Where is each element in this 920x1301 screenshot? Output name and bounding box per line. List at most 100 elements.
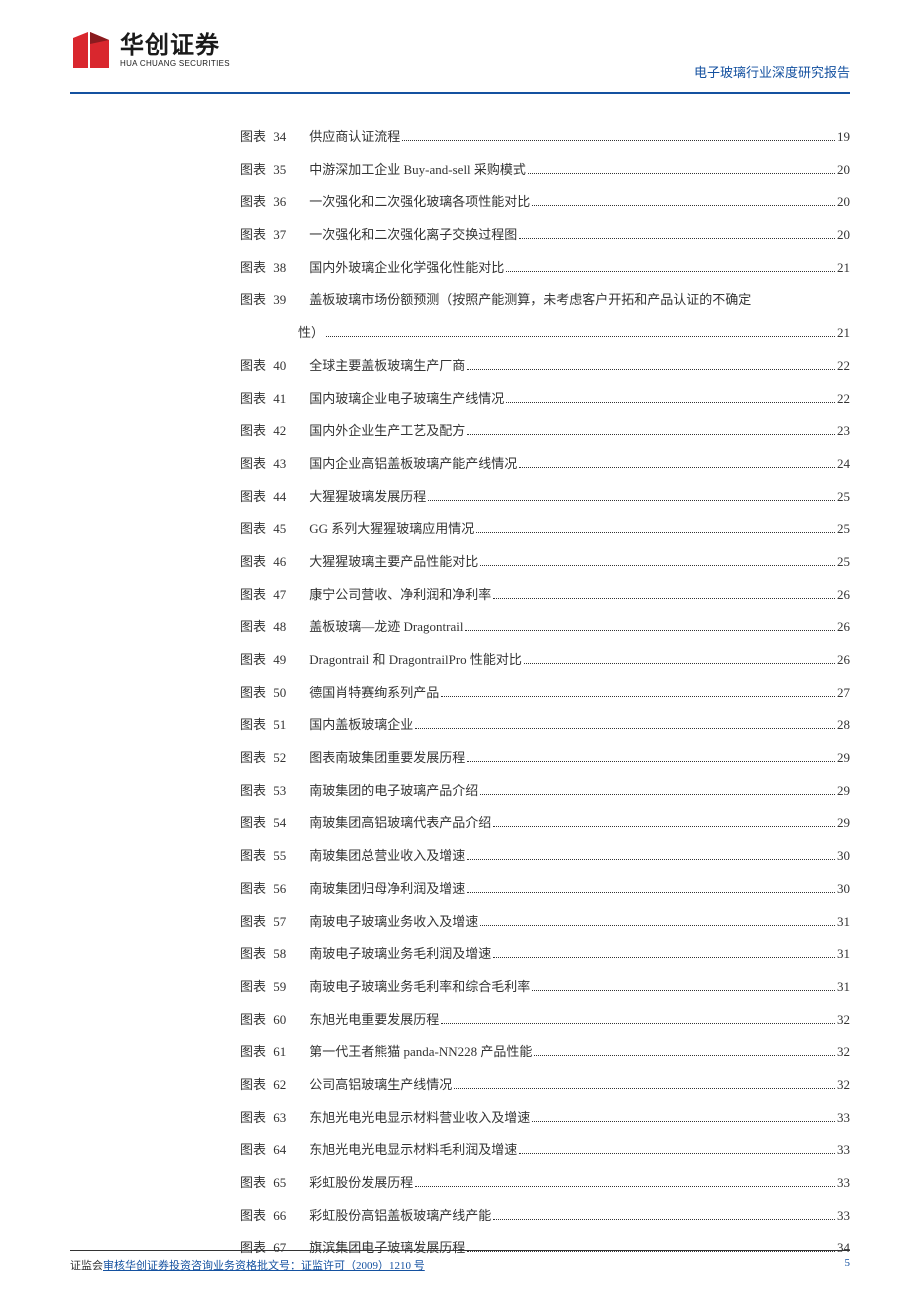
toc-leader-dots (519, 1153, 835, 1154)
toc-number: 52 (273, 749, 297, 767)
toc-page-number: 20 (837, 193, 850, 211)
toc-page-number: 25 (837, 488, 850, 506)
toc-number: 43 (273, 455, 297, 473)
toc-leader-dots (480, 925, 835, 926)
toc-leader-dots (524, 663, 835, 664)
toc-entry-title: 第一代王者熊猫 panda-NN228 产品性能 (309, 1043, 532, 1061)
toc-number: 41 (273, 390, 297, 408)
table-of-figures: 图表 34供应商认证流程19图表 35中游深加工企业 Buy-and-sell … (70, 128, 850, 1272)
toc-entry-title: 彩虹股份高铝盖板玻璃产线产能 (309, 1207, 491, 1225)
toc-leader-dots (428, 500, 835, 501)
toc-row: 图表 63东旭光电光电显示材料营业收入及增速33 (70, 1109, 850, 1127)
toc-page-number: 31 (837, 978, 850, 996)
toc-number: 34 (273, 128, 297, 146)
toc-entry-title: 南玻电子玻璃业务毛利率和综合毛利率 (309, 978, 530, 996)
toc-label: 图表 36 (70, 193, 297, 211)
toc-page-number: 31 (837, 913, 850, 931)
toc-entry-title: 全球主要盖板玻璃生产厂商 (309, 357, 465, 375)
toc-leader-dots (441, 1023, 835, 1024)
toc-page-number: 28 (837, 716, 850, 734)
toc-leader-dots (326, 336, 835, 337)
toc-number: 60 (273, 1011, 297, 1029)
toc-row: 图表 36一次强化和二次强化玻璃各项性能对比20 (70, 193, 850, 211)
toc-number: 66 (273, 1207, 297, 1225)
toc-leader-dots (528, 173, 835, 174)
toc-row-continuation: 性）21 (70, 324, 850, 342)
toc-entry-title: 国内企业高铝盖板玻璃产能产线情况 (309, 455, 517, 473)
toc-row: 图表 41国内玻璃企业电子玻璃生产线情况22 (70, 390, 850, 408)
toc-number: 56 (273, 880, 297, 898)
toc-row: 图表 37一次强化和二次强化离子交换过程图20 (70, 226, 850, 244)
toc-entry-title: 南玻集团归母净利润及增速 (309, 880, 465, 898)
toc-page-number: 31 (837, 945, 850, 963)
logo-text: 华创证券 HUA CHUANG SECURITIES (120, 34, 230, 68)
toc-leader-dots (415, 728, 835, 729)
toc-page-number: 32 (837, 1043, 850, 1061)
toc-entry-title: 国内盖板玻璃企业 (309, 716, 413, 734)
toc-page-number: 30 (837, 847, 850, 865)
toc-leader-dots (454, 1088, 835, 1089)
toc-entry-title: 德国肖特赛绚系列产品 (309, 684, 439, 702)
toc-number: 48 (273, 618, 297, 636)
toc-row: 图表 43国内企业高铝盖板玻璃产能产线情况24 (70, 455, 850, 473)
toc-entry-title: 南玻集团高铝玻璃代表产品介绍 (309, 814, 491, 832)
toc-row: 图表 44大猩猩玻璃发展历程25 (70, 488, 850, 506)
toc-leader-dots (402, 140, 835, 141)
toc-entry-title: 盖板玻璃市场份额预测（按照产能测算，未考虑客户开拓和产品认证的不确定 (309, 291, 751, 309)
footer-license-link[interactable]: 审核华创证券投资咨询业务资格批文号：证监许可（2009）1210 号 (103, 1260, 425, 1272)
toc-page-number: 24 (837, 455, 850, 473)
toc-row: 图表 59南玻电子玻璃业务毛利率和综合毛利率31 (70, 978, 850, 996)
toc-page-number: 20 (837, 161, 850, 179)
toc-leader-dots (467, 859, 835, 860)
toc-page-number: 27 (837, 684, 850, 702)
toc-number: 54 (273, 814, 297, 832)
toc-number: 59 (273, 978, 297, 996)
toc-label: 图表 45 (70, 520, 297, 538)
toc-number: 46 (273, 553, 297, 571)
toc-entry-title: 国内外玻璃企业化学强化性能对比 (309, 259, 504, 277)
toc-label: 图表 44 (70, 488, 297, 506)
toc-page-number: 29 (837, 749, 850, 767)
toc-label: 图表 65 (70, 1174, 297, 1192)
toc-label: 图表 53 (70, 782, 297, 800)
toc-leader-dots (467, 761, 835, 762)
toc-number: 65 (273, 1174, 297, 1192)
toc-page-number: 32 (837, 1076, 850, 1094)
footer-license-text: 证监会审核华创证券投资咨询业务资格批文号：证监许可（2009）1210 号 (70, 1257, 425, 1273)
toc-row: 图表 48盖板玻璃—龙迹 Dragontrail26 (70, 618, 850, 636)
toc-row: 图表 55南玻集团总营业收入及增速30 (70, 847, 850, 865)
toc-label: 图表 56 (70, 880, 297, 898)
toc-leader-dots (493, 598, 835, 599)
toc-number: 57 (273, 913, 297, 931)
toc-row: 图表 34供应商认证流程19 (70, 128, 850, 146)
toc-number: 63 (273, 1109, 297, 1127)
toc-number: 61 (273, 1043, 297, 1061)
toc-number: 50 (273, 684, 297, 702)
toc-entry-title: 南玻集团的电子玻璃产品介绍 (309, 782, 478, 800)
toc-page-number: 26 (837, 586, 850, 604)
toc-page-number: 21 (837, 259, 850, 277)
toc-page-number: 19 (837, 128, 850, 146)
toc-row: 图表 42国内外企业生产工艺及配方23 (70, 422, 850, 440)
toc-number: 49 (273, 651, 297, 669)
toc-page-number: 30 (837, 880, 850, 898)
toc-leader-dots (519, 467, 835, 468)
toc-leader-dots (532, 205, 835, 206)
logo-en-text: HUA CHUANG SECURITIES (120, 60, 230, 68)
toc-number: 51 (273, 716, 297, 734)
toc-row: 图表 45GG 系列大猩猩玻璃应用情况25 (70, 520, 850, 538)
toc-label: 图表 48 (70, 618, 297, 636)
toc-entry-title: 中游深加工企业 Buy-and-sell 采购模式 (309, 161, 526, 179)
toc-number: 64 (273, 1141, 297, 1159)
toc-leader-dots (493, 1219, 835, 1220)
toc-entry-title: 公司高铝玻璃生产线情况 (309, 1076, 452, 1094)
toc-label: 图表 55 (70, 847, 297, 865)
toc-number: 44 (273, 488, 297, 506)
toc-row: 图表 58南玻电子玻璃业务毛利润及增速31 (70, 945, 850, 963)
toc-number: 45 (273, 520, 297, 538)
toc-row: 图表 57南玻电子玻璃业务收入及增速31 (70, 913, 850, 931)
toc-entry-title: 东旭光电重要发展历程 (309, 1011, 439, 1029)
toc-row: 图表 38国内外玻璃企业化学强化性能对比21 (70, 259, 850, 277)
toc-entry-title: 康宁公司营收、净利润和净利率 (309, 586, 491, 604)
toc-leader-dots (519, 238, 835, 239)
